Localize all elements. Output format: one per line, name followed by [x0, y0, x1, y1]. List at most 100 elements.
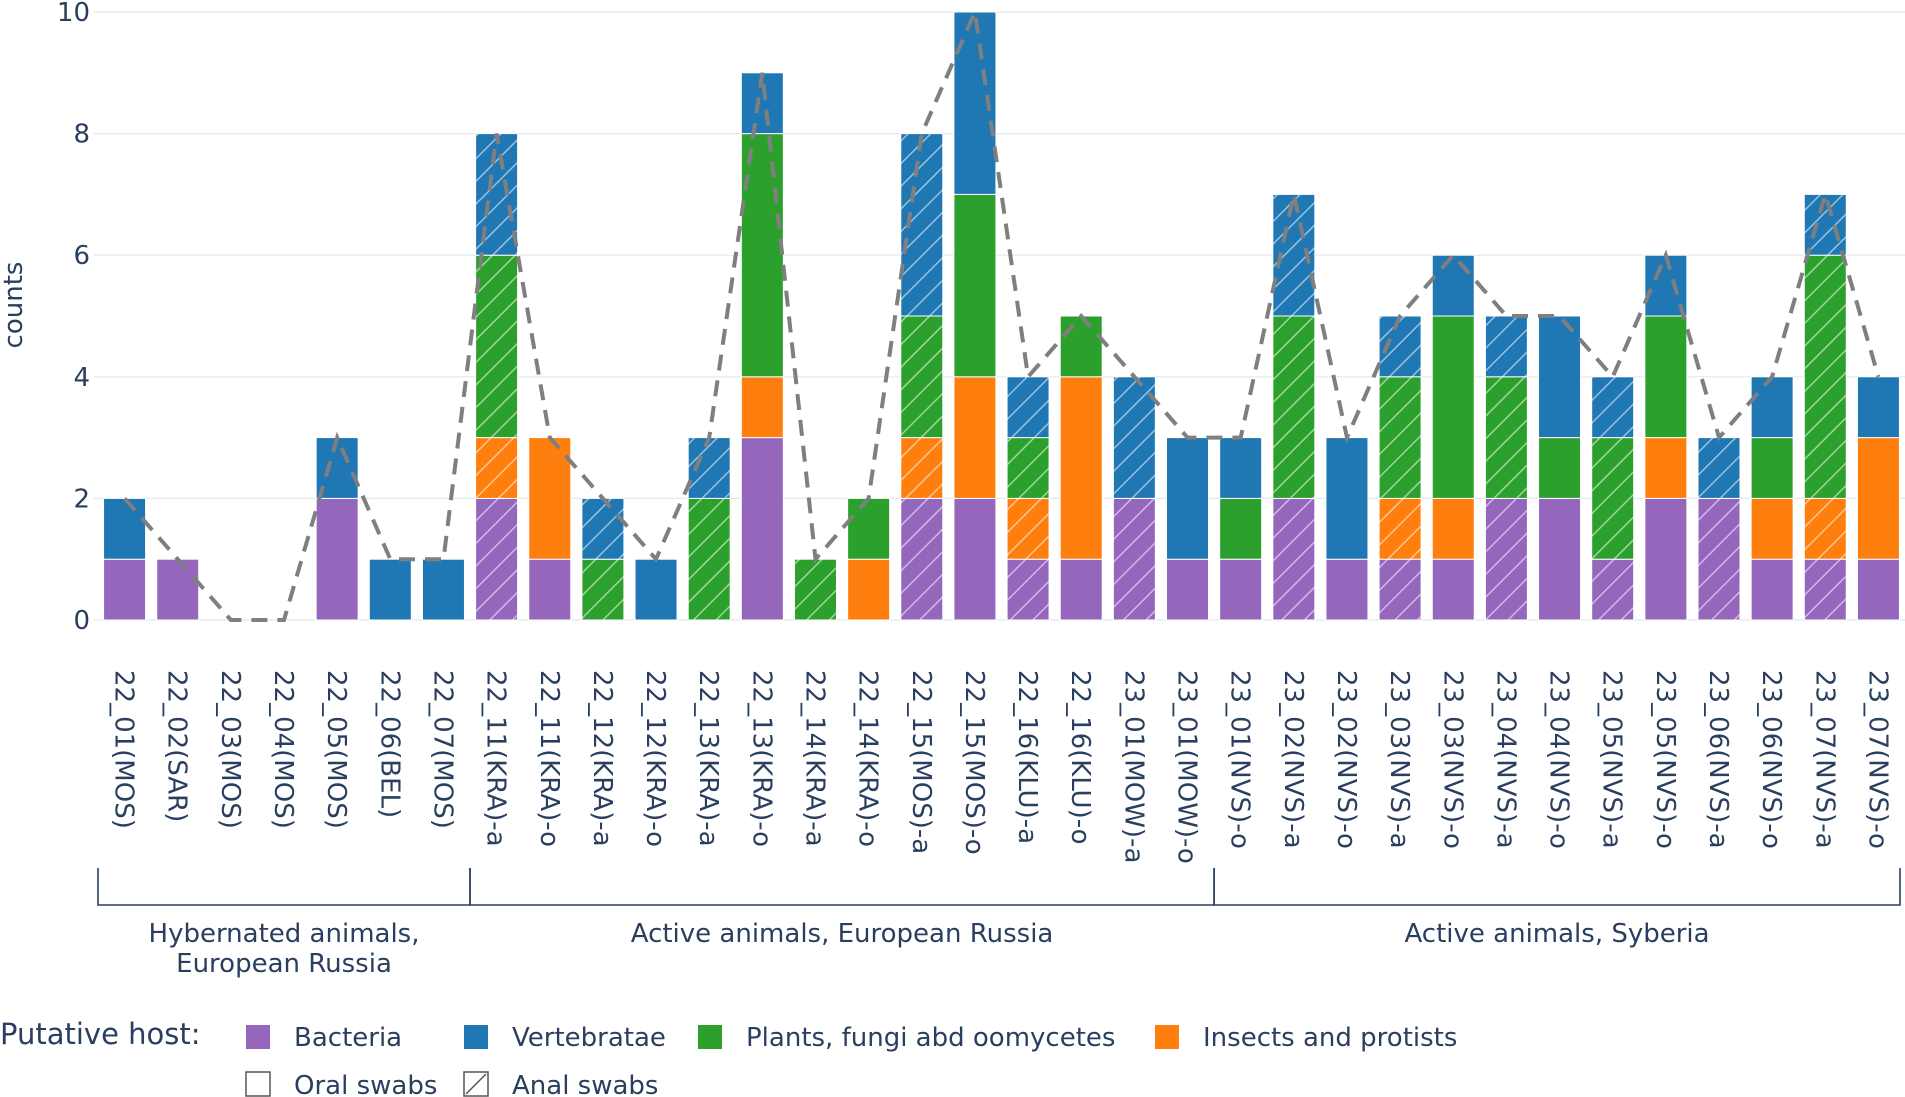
hatch-plants-fungi-abd-oomycetes-17: [1007, 437, 1050, 499]
legend-label-oral-swabs: Oral swabs: [294, 1071, 437, 1097]
hatch-vertebratae-30: [1697, 437, 1740, 499]
y-tick-label-2: 2: [73, 484, 90, 514]
x-tick-label-16: 22_15(MOS)-o: [959, 670, 989, 855]
bar-insects-and-protists-25: [1431, 497, 1475, 560]
x-axis-tick-labels: 22_01(MOS) 22_02(SAR) 22_03(MOS) 22_04(MOS)…: [109, 670, 1893, 864]
bar-vertebratae-25: [1431, 254, 1475, 317]
x-tick-label-10: 22_12(KRA)-o: [640, 670, 670, 847]
x-tick-label-11: 22_13(KRA)-a: [693, 670, 723, 847]
bar-bacteria-33: [1856, 558, 1900, 621]
bar-bacteria-8: [528, 558, 572, 621]
hatch-plants-fungi-abd-oomycetes-13: [794, 559, 837, 620]
bar-insects-and-protists-29: [1644, 437, 1688, 499]
bar-vertebratae-0: [103, 497, 147, 560]
hatch-vertebratae-19: [1113, 376, 1156, 499]
x-tick-label-21: 23_01(NVS)-o: [1225, 670, 1255, 849]
hatch-insects-and-protists-7: [475, 437, 518, 499]
hatch-bacteria-24: [1379, 559, 1422, 620]
x-tick-label-33: 23_07(NVS)-o: [1862, 670, 1892, 849]
y-axis-title: counts: [0, 262, 29, 349]
anal-swab-hatching: [475, 133, 1847, 620]
hatch-plants-fungi-abd-oomycetes-22: [1272, 316, 1315, 499]
hatch-vertebratae-26: [1485, 316, 1528, 377]
bar-bacteria-4: [315, 497, 359, 621]
x-tick-label-5: 22_06(BEL): [374, 670, 404, 818]
hatch-plants-fungi-abd-oomycetes-15: [900, 316, 943, 438]
x-tick-label-12: 22_13(KRA)-o: [746, 670, 776, 847]
x-tick-label-14: 22_14(KRA)-o: [853, 670, 883, 847]
legend-swatch-bacteria: [246, 1025, 270, 1049]
hatch-bacteria-15: [900, 498, 943, 620]
x-tick-label-3: 22_04(MOS): [268, 670, 298, 829]
y-tick-label-10: 10: [57, 0, 90, 28]
hatch-vertebratae-32: [1804, 194, 1847, 256]
bar-vertebratae-6: [421, 558, 465, 621]
bar-bacteria-12: [740, 437, 784, 621]
bar-bacteria-29: [1644, 497, 1688, 621]
hatch-plants-fungi-abd-oomycetes-9: [581, 559, 624, 620]
hatch-vertebratae-17: [1007, 376, 1050, 438]
hatch-plants-fungi-abd-oomycetes-28: [1591, 437, 1634, 560]
bar-bacteria-25: [1431, 558, 1475, 621]
bar-bacteria-21: [1219, 558, 1263, 621]
bar-vertebratae-10: [634, 558, 678, 621]
bar-plants-fungi-abd-oomycetes-18: [1059, 315, 1103, 378]
bar-vertebratae-31: [1750, 376, 1794, 439]
hatch-bacteria-30: [1697, 498, 1740, 620]
bar-insects-and-protists-31: [1750, 497, 1794, 560]
hatch-plants-fungi-abd-oomycetes-32: [1804, 255, 1847, 499]
bar-bacteria-31: [1750, 558, 1794, 621]
x-tick-label-27: 23_04(NVS)-o: [1544, 670, 1574, 849]
x-tick-label-22: 23_02(NVS)-a: [1278, 670, 1308, 849]
bar-vertebratae-5: [368, 558, 412, 621]
hatch-vertebratae-9: [581, 498, 624, 560]
hatch-insects-and-protists-15: [900, 437, 943, 499]
legend-label-insects-and-protists: Insects and protists: [1203, 1023, 1457, 1053]
bar-bacteria-1: [156, 558, 200, 621]
bar-vertebratae-33: [1856, 376, 1900, 439]
bar-insects-and-protists-18: [1059, 376, 1103, 560]
bar-bacteria-20: [1166, 558, 1210, 621]
bar-bacteria-18: [1059, 558, 1103, 621]
hatch-bacteria-17: [1007, 559, 1050, 620]
x-tick-label-31: 23_06(NVS)-o: [1756, 670, 1786, 849]
group-label-1: Active animals, European Russia: [631, 919, 1054, 949]
bar-insects-and-protists-8: [528, 437, 572, 560]
legend-label-anal-swabs: Anal swabs: [512, 1071, 658, 1097]
x-tick-label-1: 22_02(SAR): [162, 670, 192, 822]
bar-vertebratae-27: [1538, 315, 1582, 439]
bar-bacteria-27: [1538, 497, 1582, 621]
x-tick-label-15: 22_15(MOS)-a: [906, 670, 936, 854]
totals-dashed-line: [123, 4, 1881, 622]
y-tick-label-8: 8: [73, 120, 90, 150]
x-tick-label-0: 22_01(MOS): [109, 670, 139, 829]
x-tick-label-7: 22_11(KRA)-a: [481, 670, 511, 847]
hatch-vertebratae-28: [1591, 376, 1634, 438]
x-tick-label-20: 23_01(MOW)-o: [1172, 670, 1202, 864]
group-bracket-1: [469, 868, 1215, 906]
x-tick-label-17: 22_16(KLU)-a: [1012, 670, 1042, 844]
legend-hatch-mark: [465, 1073, 487, 1095]
bar-plants-fungi-abd-oomycetes-31: [1750, 437, 1794, 499]
hatch-plants-fungi-abd-oomycetes-24: [1379, 376, 1422, 499]
x-tick-label-13: 22_14(KRA)-a: [800, 670, 830, 847]
x-tick-label-4: 22_05(MOS): [321, 670, 351, 829]
hatch-bacteria-26: [1485, 498, 1528, 620]
bar-plants-fungi-abd-oomycetes-25: [1431, 315, 1475, 499]
x-tick-label-32: 23_07(NVS)-a: [1809, 670, 1839, 849]
legend-title: Putative host:: [0, 1017, 201, 1051]
sample-groups: Hybernated animals,European Russia Active…: [97, 868, 1901, 979]
x-tick-label-19: 23_01(MOW)-a: [1118, 670, 1148, 863]
hatch-bacteria-22: [1272, 498, 1315, 620]
group-label-0: Hybernated animals,: [149, 919, 420, 949]
legend: Putative host: Bacteria Vertebratae Plants…: [0, 1017, 1457, 1097]
y-axis-tick-labels: 0 2 4 6 8 10: [57, 0, 90, 636]
legend-swatch-vertebratae: [464, 1025, 488, 1049]
hatch-plants-fungi-abd-oomycetes-7: [475, 255, 518, 438]
x-tick-label-18: 22_16(KLU)-o: [1065, 670, 1095, 845]
bar-insects-and-protists-12: [740, 376, 784, 439]
hatch-plants-fungi-abd-oomycetes-26: [1485, 376, 1528, 499]
x-tick-label-2: 22_03(MOS): [215, 670, 245, 829]
bar-plants-fungi-abd-oomycetes-21: [1219, 497, 1263, 560]
bar-bacteria-0: [103, 558, 147, 621]
